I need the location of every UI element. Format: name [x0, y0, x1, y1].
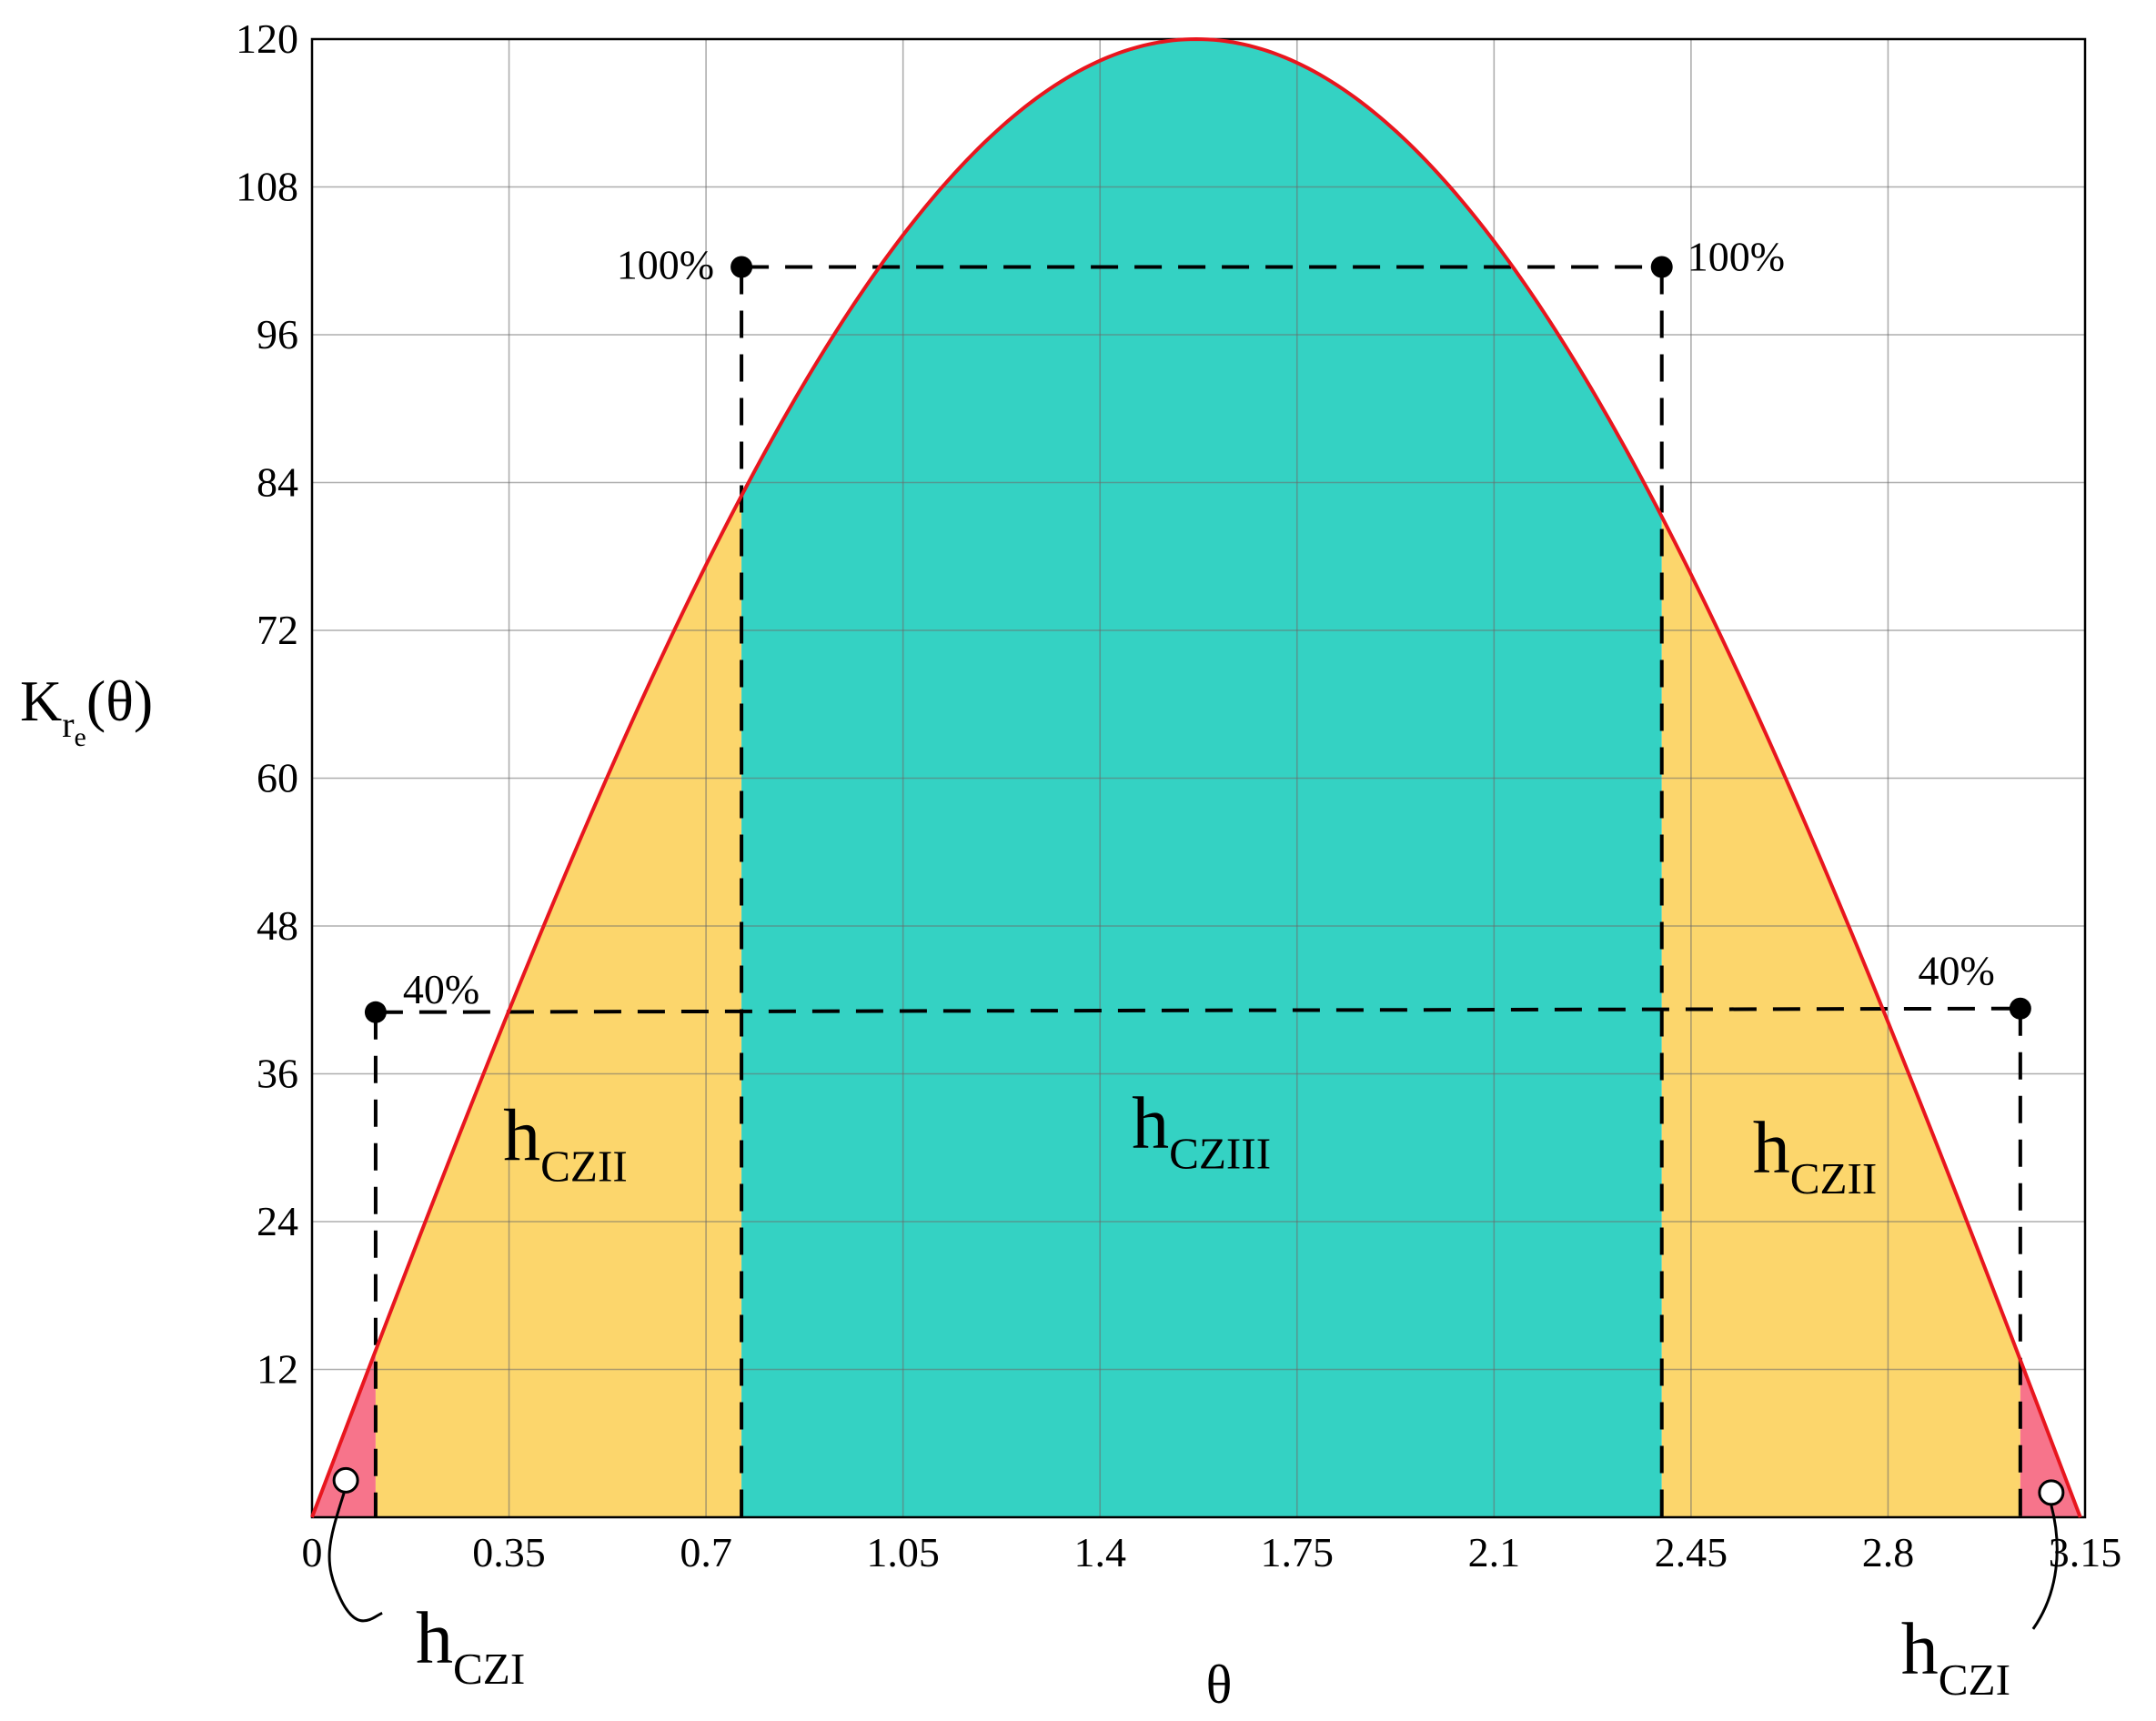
hczi-label-left: hCZI — [416, 1596, 525, 1694]
percent-label: 100% — [617, 242, 714, 288]
x-tick-label: 0 — [302, 1529, 323, 1575]
zone-czii_right — [1661, 516, 2020, 1517]
x-tick-label: 3.15 — [2049, 1529, 2122, 1575]
threshold-point-3 — [2009, 997, 2031, 1020]
y-tick-label: 120 — [236, 15, 298, 62]
open-point-0 — [332, 1466, 359, 1494]
threshold-points — [332, 256, 2065, 1506]
x-tick-label: 2.45 — [1655, 1529, 1728, 1575]
threshold-dashed-lines — [373, 265, 2022, 1517]
x-tick-label: 1.75 — [1261, 1529, 1335, 1575]
threshold-point-0 — [364, 1001, 387, 1023]
open-point-1 — [2038, 1479, 2065, 1506]
x-tick-label: 1.4 — [1073, 1529, 1126, 1575]
x-axis-label: θ — [1206, 1655, 1233, 1715]
y-tick-label: 36 — [257, 1051, 298, 1097]
threshold-point-2 — [1650, 256, 1673, 278]
y-tick-label: 12 — [257, 1346, 298, 1393]
zone-label-czii: hCZII — [503, 1093, 628, 1191]
y-tick-label: 72 — [257, 607, 298, 653]
y-tick-label: 24 — [257, 1198, 298, 1244]
x-tick-label: 0.7 — [680, 1529, 732, 1575]
x-tick-label: 1.05 — [866, 1529, 940, 1575]
y-tick-label: 48 — [257, 902, 298, 949]
zone-czii_left — [375, 495, 742, 1517]
kre-curve — [310, 36, 2082, 1518]
x-tick-label: 2.8 — [1862, 1529, 1915, 1575]
y-tick-label: 60 — [257, 755, 298, 801]
x-tick-label: 2.1 — [1468, 1529, 1521, 1575]
y-axis-label: Kre(θ) — [20, 669, 153, 752]
percent-label: 100% — [1688, 234, 1785, 280]
y-tick-label: 96 — [257, 311, 298, 357]
threshold-point-1 — [730, 256, 753, 278]
zone-label-czii: hCZII — [1753, 1106, 1878, 1203]
percent-label: 40% — [1919, 948, 1995, 994]
y-tick-label: 84 — [257, 459, 298, 506]
x-tick-label: 0.35 — [472, 1529, 546, 1575]
leader-line-right — [2031, 1505, 2059, 1630]
leader-line-left — [327, 1492, 383, 1623]
grid-lines — [311, 38, 2086, 1517]
tick-labels: 0 0.35 0.7 1.05 1.4 1.75 2.1 2.45 2.8 3.15 12 24 36 4… — [236, 15, 2121, 1575]
dashed-line-40 — [375, 1006, 2020, 1014]
hczi-label-right: hCZI — [1901, 1607, 2010, 1705]
percent-label: 40% — [403, 966, 479, 1012]
y-tick-label: 108 — [236, 164, 298, 210]
annotations: 40% 100% 100% 40% hCZII hCZIII hCZII hCZI hCZI θ K… — [20, 234, 2059, 1715]
zone-label-cziii: hCZIII — [1132, 1082, 1271, 1179]
